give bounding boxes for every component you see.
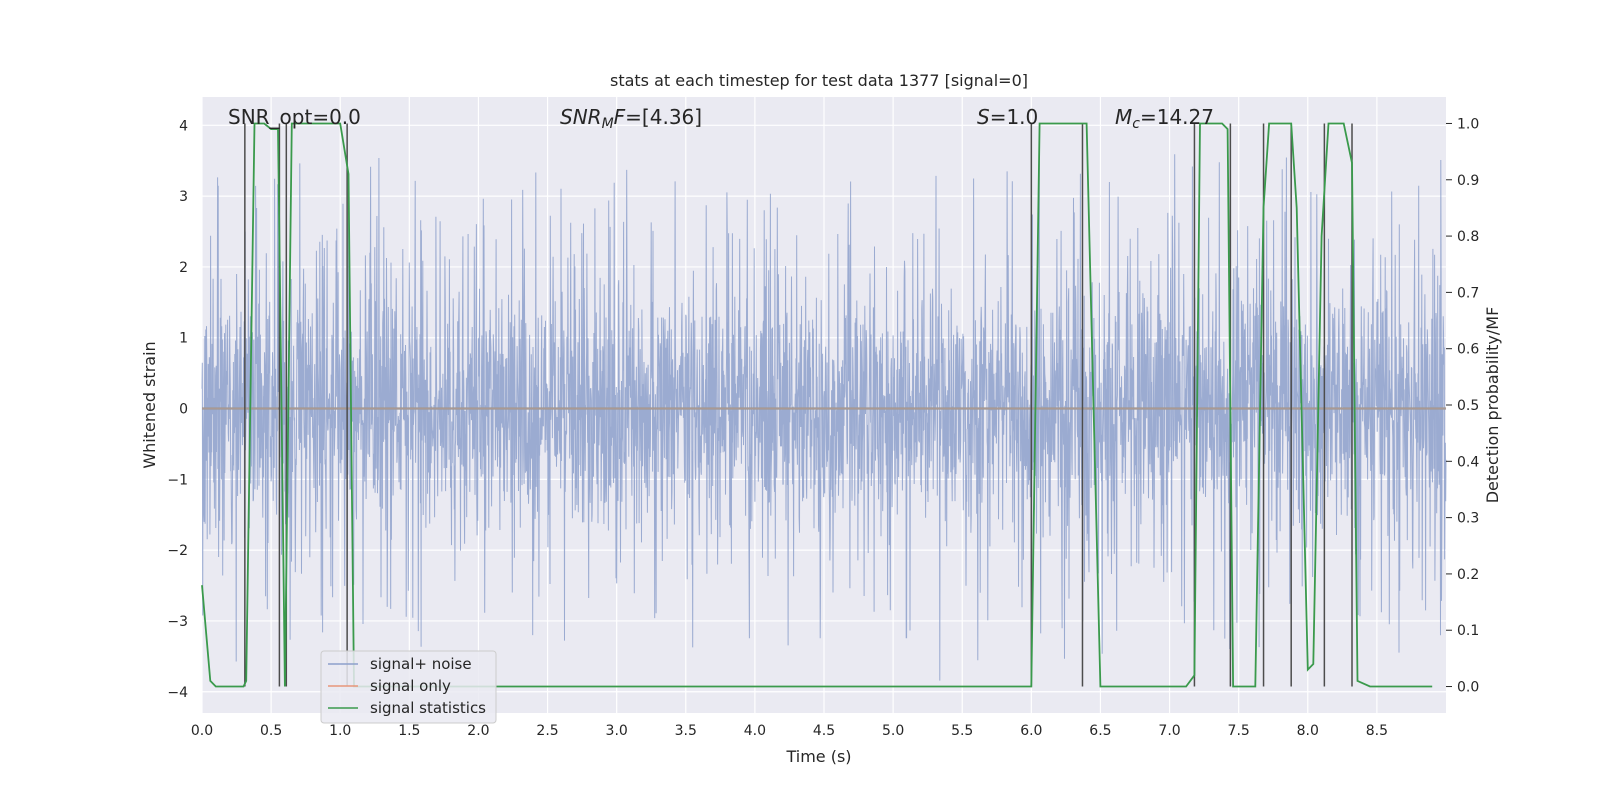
x-tick-label-11: 5.5	[951, 723, 973, 739]
x-tick-label-4: 2.0	[467, 723, 489, 739]
annotation-snr-mf: SNRMF=[4.36]	[560, 105, 702, 132]
x-tick-label-17: 8.5	[1366, 723, 1388, 739]
annotation-s: S=1.0	[977, 105, 1038, 129]
y-left-tick-label-5: 1	[179, 331, 188, 347]
annotation-s-label: S	[977, 105, 990, 129]
annotation-snr-mf-main: SNR	[560, 105, 602, 129]
annotation-snr-mf-tail: F	[614, 105, 626, 129]
y-right-tick-label-10: 1.0	[1457, 116, 1479, 132]
x-tick-label-13: 6.5	[1089, 723, 1111, 739]
y-left-tick-label-7: 3	[179, 189, 188, 205]
x-tick-label-0: 0.0	[191, 723, 213, 739]
y-right-axis-label: Detection probability/MF	[1483, 307, 1502, 504]
y-right-tick-label-7: 0.7	[1457, 285, 1479, 301]
x-axis-label: Time (s)	[785, 747, 851, 766]
legend-label-signal-statistics: signal statistics	[370, 699, 486, 717]
chart-title: stats at each timestep for test data 137…	[610, 71, 1028, 90]
x-tick-label-10: 5.0	[882, 723, 904, 739]
y-right-tick-label-5: 0.5	[1457, 398, 1479, 414]
y-left-tick-label-4: 0	[179, 402, 188, 418]
x-tick-label-5: 2.5	[536, 723, 558, 739]
y-right-tick-label-8: 0.8	[1457, 229, 1479, 245]
x-tick-label-15: 7.5	[1228, 723, 1250, 739]
y-right-tick-label-6: 0.6	[1457, 342, 1479, 358]
y-left-tick-label-0: −4	[167, 685, 188, 701]
x-tick-label-2: 1.0	[329, 723, 351, 739]
legend-label-signal-only: signal only	[370, 677, 451, 695]
x-tick-label-8: 4.0	[744, 723, 766, 739]
y-left-axis-ticks: −4 −3 −2 −1 0 1 2 3 4	[167, 118, 188, 700]
annotation-snr-opt: SNR_opt=0.0	[228, 105, 361, 129]
signal-statistics-series	[201, 122, 1433, 688]
annotation-mc-sub: c	[1132, 116, 1140, 132]
x-tick-label-9: 4.5	[813, 723, 835, 739]
annotation-mc-value: =14.27	[1140, 105, 1214, 129]
annotation-snr-mf-value: =[4.36]	[625, 105, 702, 129]
noise-trace	[201, 154, 1447, 681]
legend: signal+ noise signal only signal statist…	[320, 650, 497, 724]
y-left-tick-label-1: −3	[167, 614, 188, 630]
y-left-tick-label-2: −2	[167, 543, 188, 559]
y-right-tick-label-2: 0.2	[1457, 567, 1479, 583]
y-left-tick-label-8: 4	[179, 118, 188, 134]
annotation-mc: Mc=14.27	[1115, 105, 1214, 132]
y-right-tick-label-9: 0.9	[1457, 173, 1479, 189]
x-tick-label-6: 3.0	[606, 723, 628, 739]
x-tick-label-12: 6.0	[1020, 723, 1042, 739]
annotation-s-value: =1.0	[990, 105, 1039, 129]
y-left-tick-label-6: 2	[179, 260, 188, 276]
x-tick-label-7: 3.5	[675, 723, 697, 739]
x-tick-label-3: 1.5	[398, 723, 420, 739]
signal-statistics-line	[201, 122, 1433, 688]
y-right-axis-ticks: 0.0 0.1 0.2 0.3 0.4 0.5 0.6 0.7 0.8 0.9 1.0	[1446, 116, 1479, 696]
y-right-tick-label-0: 0.0	[1457, 680, 1479, 696]
x-tick-label-14: 7.0	[1158, 723, 1180, 739]
legend-label-signal-noise: signal+ noise	[370, 655, 472, 673]
x-tick-label-1: 0.5	[260, 723, 282, 739]
y-right-tick-label-3: 0.3	[1457, 511, 1479, 527]
annotation-mc-label: M	[1115, 105, 1132, 129]
x-tick-label-16: 8.0	[1297, 723, 1319, 739]
y-left-tick-label-3: −1	[167, 472, 188, 488]
noise-series	[201, 154, 1447, 681]
y-left-axis-label: Whitened strain	[140, 341, 159, 468]
x-axis-ticks: 0.0 0.5 1.0 1.5 2.0 2.5 3.0 3.5 4.0 4.5 5.0 5.5 6.0 6…	[191, 723, 1388, 739]
legend-box	[320, 650, 497, 724]
y-right-tick-label-4: 0.4	[1457, 454, 1479, 470]
y-right-tick-label-1: 0.1	[1457, 623, 1479, 639]
annotation-snr-mf-sub: M	[602, 116, 614, 132]
